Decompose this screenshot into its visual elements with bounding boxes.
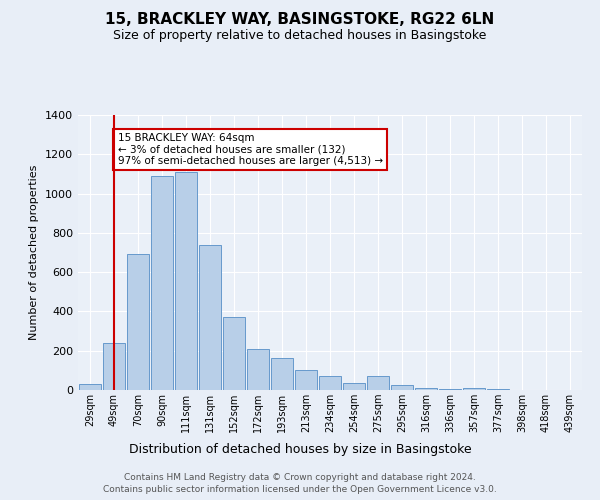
Text: 15 BRACKLEY WAY: 64sqm
← 3% of detached houses are smaller (132)
97% of semi-det: 15 BRACKLEY WAY: 64sqm ← 3% of detached … — [118, 132, 383, 166]
Bar — [223, 318, 245, 390]
Bar — [463, 388, 485, 390]
Bar — [367, 376, 389, 390]
Bar — [271, 358, 293, 390]
Bar — [295, 370, 317, 390]
Text: Size of property relative to detached houses in Basingstoke: Size of property relative to detached ho… — [113, 29, 487, 42]
Text: Contains HM Land Registry data © Crown copyright and database right 2024.: Contains HM Land Registry data © Crown c… — [124, 472, 476, 482]
Bar — [247, 349, 269, 390]
Y-axis label: Number of detached properties: Number of detached properties — [29, 165, 40, 340]
Bar — [343, 383, 365, 390]
Text: Distribution of detached houses by size in Basingstoke: Distribution of detached houses by size … — [128, 442, 472, 456]
Bar — [391, 385, 413, 390]
Bar — [199, 244, 221, 390]
Bar — [415, 388, 437, 390]
Text: Contains public sector information licensed under the Open Government Licence v3: Contains public sector information licen… — [103, 485, 497, 494]
Bar — [79, 384, 101, 390]
Bar — [319, 376, 341, 390]
Text: 15, BRACKLEY WAY, BASINGSTOKE, RG22 6LN: 15, BRACKLEY WAY, BASINGSTOKE, RG22 6LN — [106, 12, 494, 28]
Bar — [151, 176, 173, 390]
Bar — [103, 343, 125, 390]
Bar — [175, 172, 197, 390]
Bar — [127, 254, 149, 390]
